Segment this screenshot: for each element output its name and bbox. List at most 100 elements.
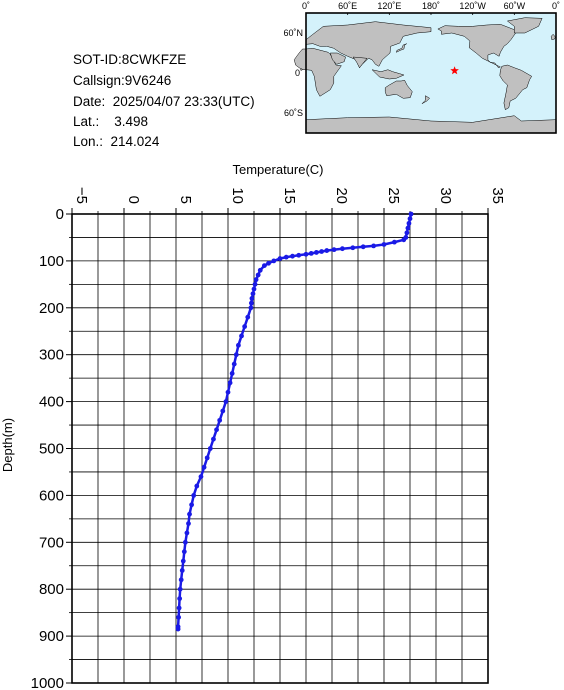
profile-point [176,605,182,611]
y-tick-label: 1000 [31,675,64,690]
profile-point [277,256,283,261]
profile-point [191,493,197,498]
profile-point [250,291,256,297]
profile-point [324,248,330,253]
map-lon-label: 0˚ [302,1,310,11]
x-axis-title: Temperature(C) [232,162,323,177]
profile-point [227,380,233,386]
map-landmass [305,21,432,69]
profile-point [233,352,239,358]
profile-point [223,399,229,404]
lat-text: Lat.: 3.498 [73,114,149,129]
profile-point [405,225,411,231]
profile-point [239,333,244,339]
map-landmass [421,95,431,104]
profile-point [371,243,376,249]
profile-point [319,249,324,254]
map-landmass [437,24,516,68]
chart-ticks: −5 0 5 10 15 20 25 30 35 0 100 200 300 400 500 600 700 80… [31,187,506,690]
profile-point [290,253,295,259]
profile-point [201,464,207,470]
profile-point [182,539,188,545]
profile-point [255,272,261,278]
profile-point [262,263,267,268]
x-tick-label: −5 [73,187,90,204]
map-landmass [352,56,368,69]
map-landmass [395,43,407,53]
map-landmass [371,69,405,80]
profile-point [214,427,219,433]
profile-point [229,371,235,376]
x-tick-label: 35 [489,187,506,204]
profile-point [231,361,237,367]
profile-point [331,247,337,253]
y-tick-label: 0 [56,206,64,223]
profile-point [340,246,345,252]
map-frame [305,12,557,134]
profile-point [176,614,182,620]
profile-point [181,549,187,555]
map-lat-label: 0˚ [295,68,303,78]
profile-point [198,474,204,480]
y-tick-label: 300 [39,347,64,364]
y-tick-label: 900 [39,628,64,645]
map-landmass [499,64,533,111]
profile-point [242,324,248,329]
map-landmass [506,17,543,34]
map-landmass [550,33,556,41]
x-tick-label: 30 [437,187,454,204]
y-tick-label: 100 [39,253,64,270]
profile-point [251,286,257,292]
profile-point [187,511,192,517]
profile-point [308,250,314,256]
profile-point [186,521,191,526]
chart-series [175,211,414,632]
map-lon-label: 60˚W [504,1,526,11]
profile-point [225,389,231,395]
profile-point [252,281,258,287]
y-tick-label: 600 [39,487,64,504]
map-lon-label: 0˚ [552,1,560,11]
x-tick-label: 25 [385,187,402,204]
profile-point [271,258,277,264]
profile-point [207,446,213,451]
profile-point [211,436,216,442]
profile-point [392,239,397,245]
profile-point [401,237,407,243]
profile-point [245,314,251,320]
y-tick-label: 800 [39,581,64,598]
map-landmass [329,52,346,65]
profile-point [248,305,254,311]
map-layer: 0˚ 60˚E 120˚E 180˚ 120˚W 60˚W 0˚ 60˚N 0˚ 60˚S [283,1,560,134]
sot-id-text: SOT-ID:8CWKFZE [73,52,187,67]
profile-point [249,296,255,301]
y-tick-label: 700 [39,534,64,551]
profile-point [406,220,412,226]
profile-point [350,245,356,251]
profile-point [217,417,223,423]
profile-point [177,586,183,592]
y-axis-title: Depth(m) [0,418,15,472]
chart-grid [71,213,489,684]
location-marker-icon [450,66,459,75]
map-landmass [384,80,413,99]
profile-point [253,277,259,283]
x-tick-label: 0 [125,196,142,204]
map-lat-label: 60˚N [283,28,303,38]
y-tick-label: 500 [39,441,64,458]
location-map: 0˚ 60˚E 120˚E 180˚ 120˚W 60˚W 0˚ 60˚N 0˚ 60˚S [283,1,560,134]
callsign-text: Callsign:9V6246 [73,73,172,88]
profile-point [360,244,366,250]
x-tick-label: 15 [281,187,298,204]
profile-point [266,260,271,266]
profile-point [283,254,289,260]
y-tick-label: 200 [39,300,64,317]
profile-point [236,342,241,348]
profile-point [249,300,254,306]
x-tick-label: 20 [333,187,350,204]
x-tick-label: 5 [177,196,194,204]
temperature-profile-line [176,213,413,630]
profile-point [177,596,183,601]
map-lon-label: 120˚W [459,1,486,11]
